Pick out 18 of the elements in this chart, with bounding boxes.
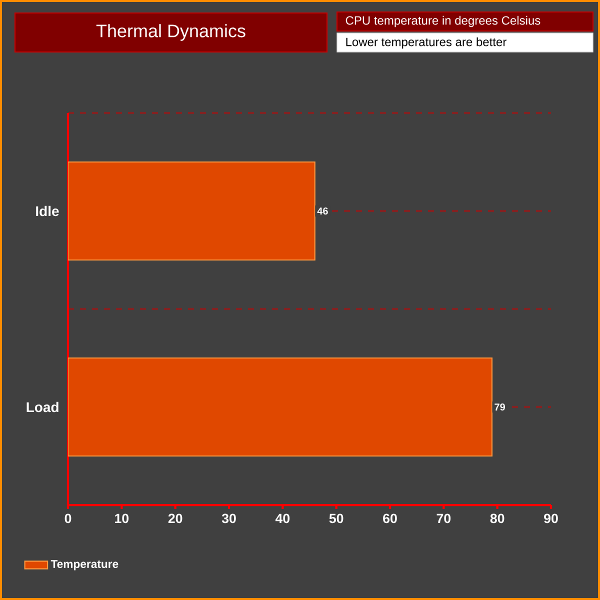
data-label: 46 <box>317 207 328 215</box>
x-tick-label: 20 <box>168 514 182 524</box>
chart-subtitle: CPU temperature in degrees Celsius <box>346 16 540 28</box>
x-tick-label: 40 <box>275 514 290 524</box>
y-tick-label: Load <box>26 402 58 412</box>
x-tick-label: 10 <box>115 514 129 524</box>
chart-title: Thermal Dynamics <box>96 24 246 41</box>
x-tick-label: 90 <box>544 514 558 524</box>
data-label: 79 <box>494 403 505 411</box>
legend-label: Temperature <box>50 560 118 570</box>
x-tick-label: 30 <box>222 514 236 524</box>
x-tick-label: 70 <box>436 514 451 524</box>
x-tick-label: 0 <box>64 514 72 524</box>
text: Lower temperatures are better <box>346 37 506 49</box>
x-tick-label: 60 <box>383 514 397 524</box>
x-tick-label: 50 <box>329 514 344 524</box>
y-tick-label: Idle <box>36 206 59 216</box>
x-tick-label: 80 <box>490 514 504 524</box>
